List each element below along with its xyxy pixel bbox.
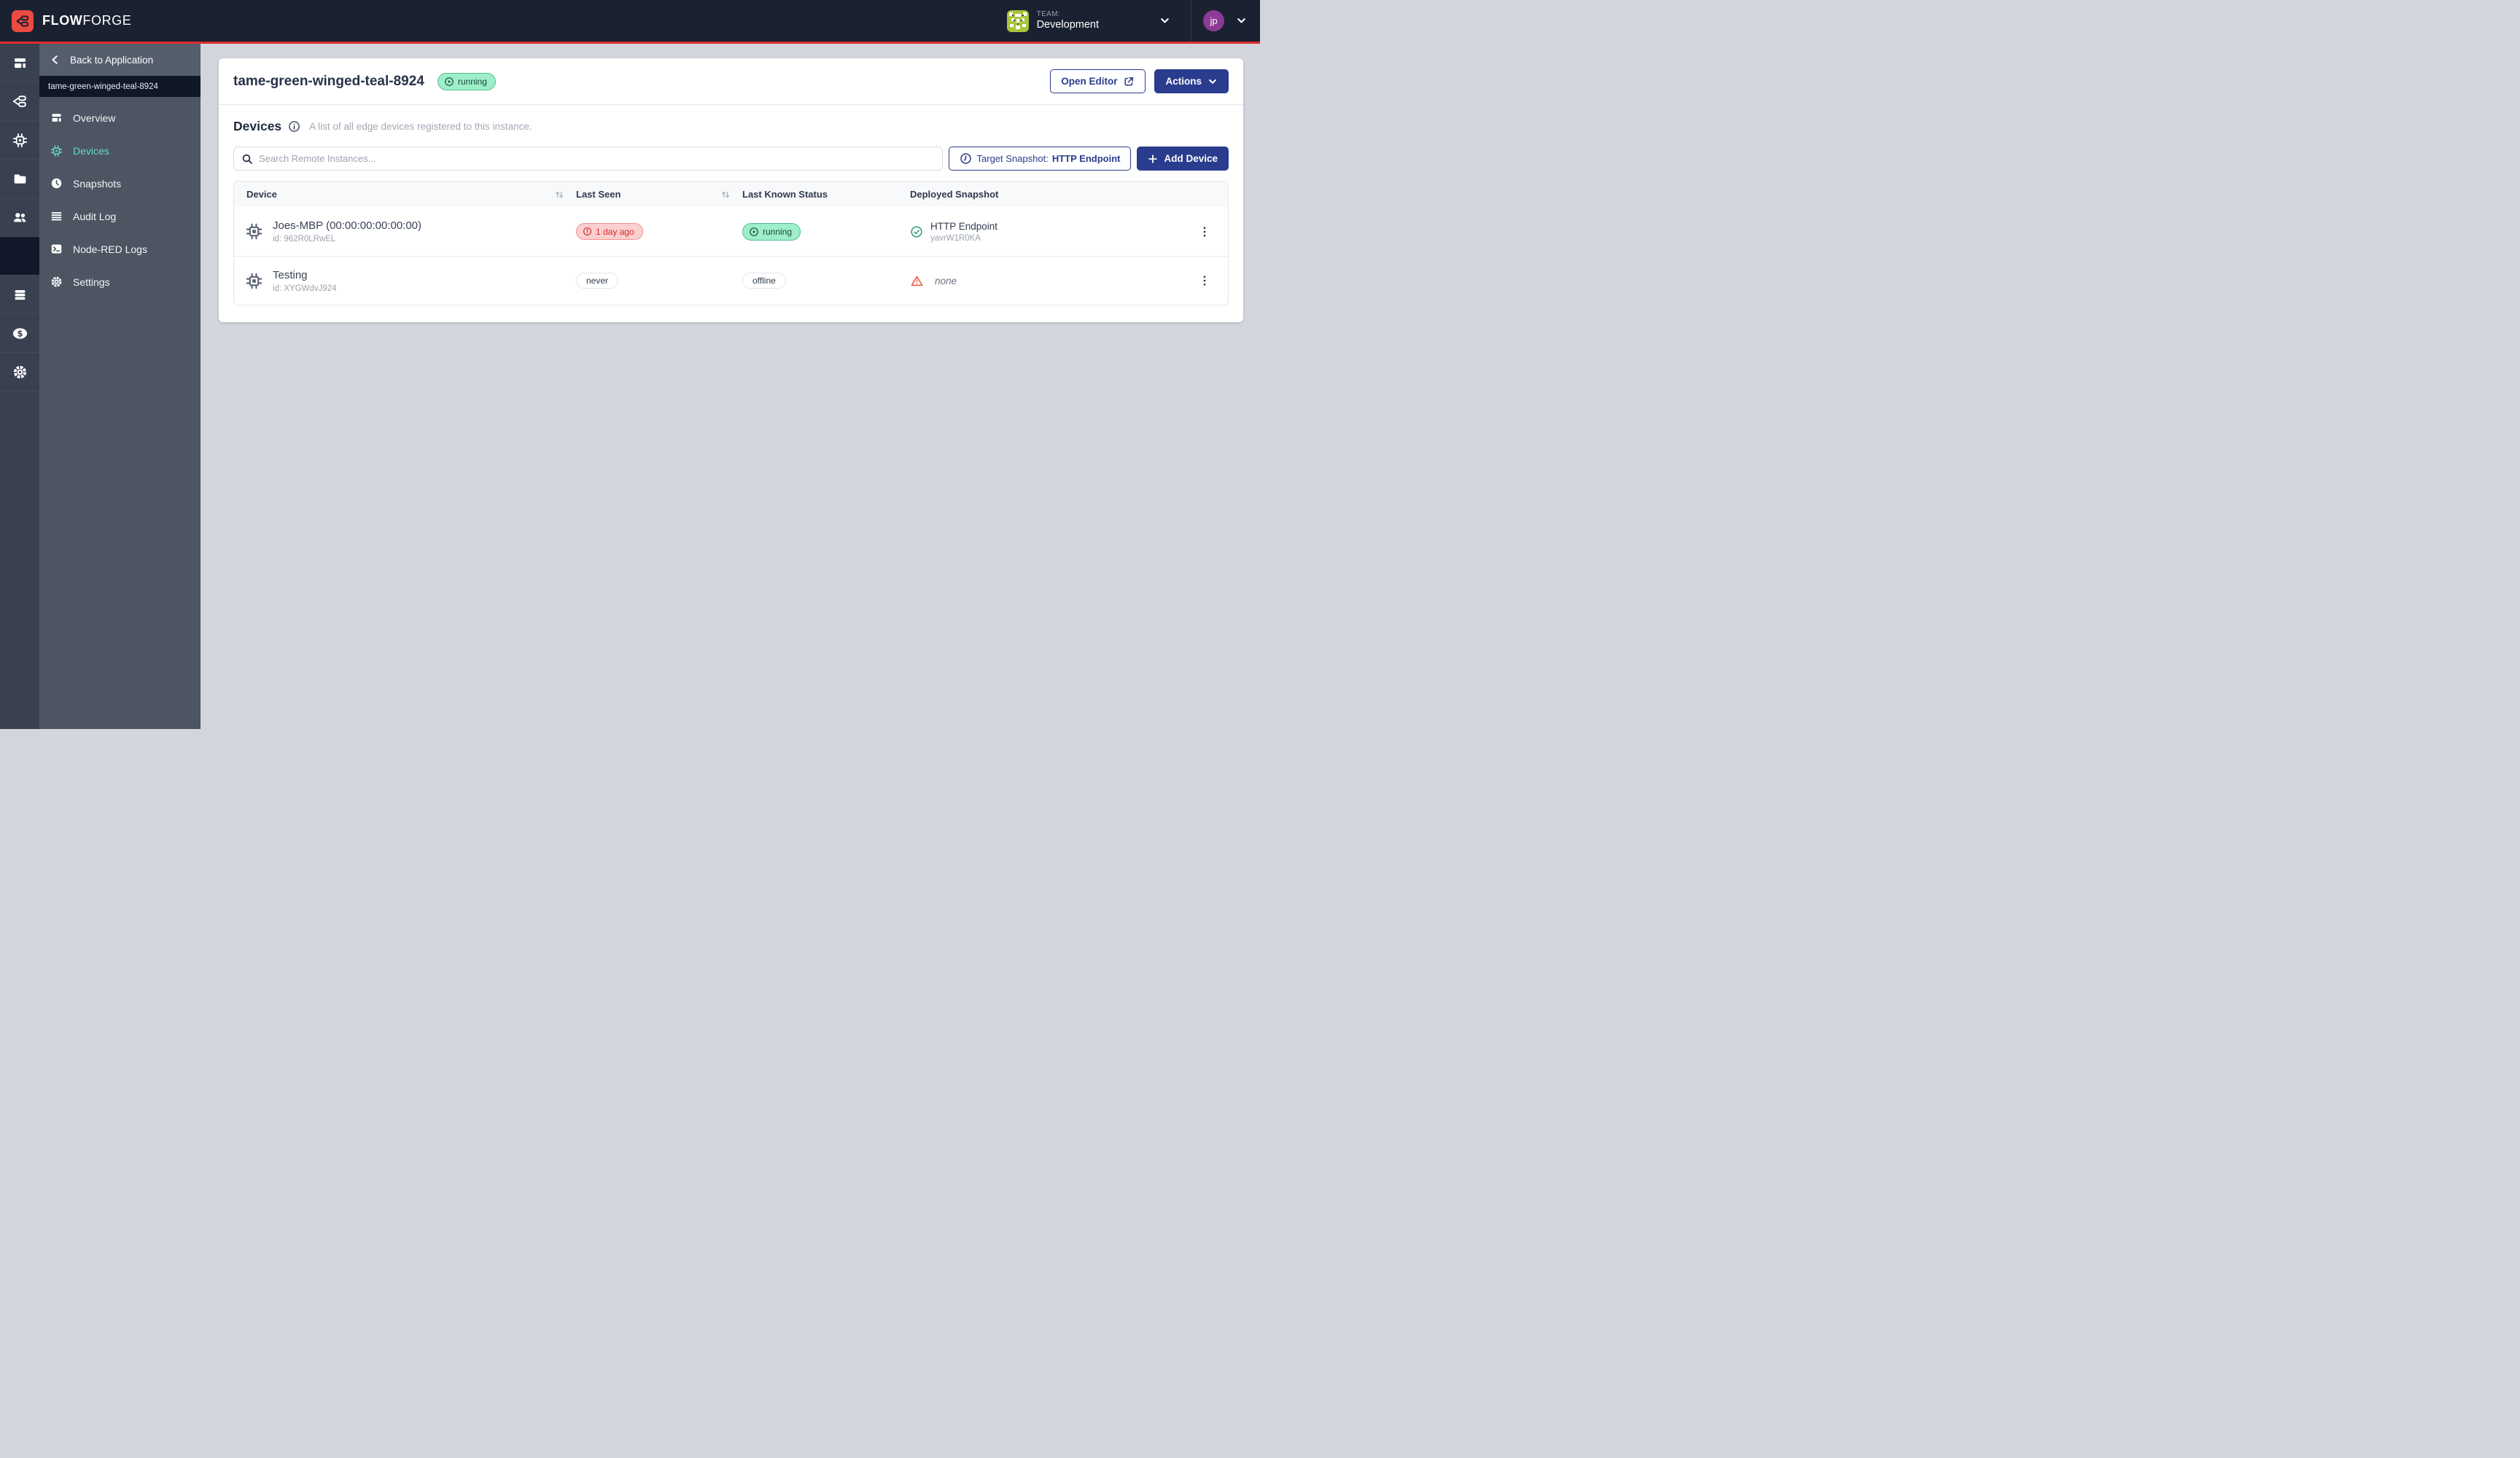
rail-pipeline-icon[interactable] xyxy=(0,82,39,121)
device-id: id: XYGWdvJ924 xyxy=(273,284,337,293)
sidebar-item-label: Devices xyxy=(73,144,109,157)
device-status-badge: running xyxy=(742,222,801,241)
app-window: FLOWFORGE xyxy=(0,0,1260,729)
play-circle-icon xyxy=(444,77,454,87)
back-label: Back to Application xyxy=(70,54,154,66)
clock-icon xyxy=(50,177,63,190)
play-circle-icon xyxy=(749,227,759,237)
rail-chip-icon[interactable] xyxy=(0,121,39,160)
team-icon-rail: $ xyxy=(0,44,39,729)
snapshot-none-label: none xyxy=(935,275,957,286)
page-title: tame-green-winged-teal-8924 xyxy=(233,73,424,89)
sidebar-item-label: Snapshots xyxy=(73,177,122,190)
devices-table: Device Last Seen xyxy=(233,181,1229,305)
rail-billing-dollar-icon[interactable]: $ xyxy=(0,314,39,353)
column-deployed-snapshot: Deployed Snapshot xyxy=(910,189,999,200)
devices-section: Devices A list of all edge devices regis… xyxy=(219,105,1243,322)
brand-wordmark: FLOWFORGE xyxy=(42,13,132,28)
flowforge-logo-icon xyxy=(12,9,34,32)
target-snapshot-button[interactable]: Target Snapshot: HTTP Endpoint xyxy=(948,147,1132,171)
back-chevron-icon xyxy=(50,55,61,65)
sidebar-item-label: Audit Log xyxy=(73,210,117,222)
team-label: TEAM: xyxy=(1036,10,1061,19)
chip-icon xyxy=(50,144,63,157)
column-device[interactable]: Device xyxy=(234,189,576,200)
team-selector[interactable]: TEAM: Development xyxy=(1000,9,1178,32)
sidebar-item-audit-log[interactable]: Audit Log xyxy=(39,200,201,233)
svg-text:$: $ xyxy=(17,328,23,338)
team-name: Development xyxy=(1036,18,1099,31)
device-status-badge: offline xyxy=(742,273,786,289)
device-chip-icon xyxy=(245,222,263,241)
user-avatar: jp xyxy=(1203,10,1224,31)
team-chevron-down-icon xyxy=(1159,15,1170,26)
sidebar-item-settings[interactable]: Settings xyxy=(39,265,201,298)
instance-name-row: tame-green-winged-teal-8924 xyxy=(39,76,201,97)
row-kebab-menu[interactable] xyxy=(1181,225,1228,238)
search-input[interactable] xyxy=(233,147,943,171)
gear-icon xyxy=(50,276,63,288)
rail-gear-icon[interactable] xyxy=(0,353,39,391)
devices-description: A list of all edge devices registered to… xyxy=(309,121,532,132)
sort-arrows-icon[interactable] xyxy=(720,190,731,200)
rail-active-empty-slot[interactable] xyxy=(0,237,39,276)
last-seen-badge: 1 day ago xyxy=(576,223,643,240)
sidebar-item-label: Overview xyxy=(73,112,116,124)
grid-layout-icon xyxy=(50,112,63,124)
last-seen-badge: never xyxy=(576,273,619,289)
sidebar-item-devices[interactable]: Devices xyxy=(39,134,201,167)
info-circle-icon[interactable] xyxy=(288,120,300,133)
table-row[interactable]: Testing id: XYGWdvJ924 never offline xyxy=(234,256,1228,305)
flowforge-brand[interactable]: FLOWFORGE xyxy=(12,9,132,32)
sort-arrows-icon[interactable] xyxy=(554,190,564,200)
row-kebab-menu[interactable] xyxy=(1181,274,1228,287)
rail-folder-icon[interactable] xyxy=(0,160,39,198)
alert-circle-icon xyxy=(583,227,592,236)
actions-chevron-down-icon xyxy=(1208,77,1218,87)
instance-card: tame-green-winged-teal-8924 running xyxy=(219,58,1243,322)
snapshot-id: yavrW1R0KA xyxy=(930,233,981,243)
main-content: tame-green-winged-teal-8924 running xyxy=(201,44,1260,729)
device-chip-icon xyxy=(245,272,263,290)
card-header: tame-green-winged-teal-8924 running xyxy=(219,58,1243,105)
top-navigation-bar: FLOWFORGE xyxy=(0,0,1260,42)
user-chevron-down-icon xyxy=(1236,15,1247,26)
warning-triangle-icon xyxy=(910,274,924,288)
sidebar-item-node-red-logs[interactable]: Node-RED Logs xyxy=(39,233,201,265)
device-id: id: 962R0LRwEL xyxy=(273,235,336,243)
check-circle-icon xyxy=(910,225,923,238)
list-lines-icon xyxy=(50,210,63,222)
snapshot-name: HTTP Endpoint xyxy=(930,220,998,232)
instance-sidebar: Back to Application tame-green-winged-te… xyxy=(39,44,201,729)
sidebar-item-label: Node-RED Logs xyxy=(73,243,147,255)
sidebar-item-snapshots[interactable]: Snapshots xyxy=(39,167,201,200)
instance-status-badge: running xyxy=(437,72,496,90)
device-name[interactable]: Joes-MBP (00:00:00:00:00:00) xyxy=(273,219,422,232)
add-device-button[interactable]: Add Device xyxy=(1137,147,1229,171)
back-to-application-link[interactable]: Back to Application xyxy=(39,44,201,76)
terminal-icon xyxy=(50,243,63,255)
plus-icon xyxy=(1148,154,1158,164)
sidebar-item-label: Settings xyxy=(73,276,110,288)
table-header-row: Device Last Seen xyxy=(234,182,1228,207)
column-last-known-status: Last Known Status xyxy=(742,189,828,200)
clock-icon xyxy=(960,152,972,165)
external-link-icon xyxy=(1123,76,1135,87)
actions-button[interactable]: Actions xyxy=(1154,69,1229,93)
rail-grid-layout-icon[interactable] xyxy=(0,44,39,82)
rail-team-members-icon[interactable] xyxy=(0,198,39,237)
search-icon xyxy=(241,153,253,168)
column-last-seen[interactable]: Last Seen xyxy=(576,189,742,200)
team-avatar xyxy=(1006,9,1029,32)
devices-heading: Devices xyxy=(233,119,282,133)
user-menu[interactable]: jp xyxy=(1203,10,1247,31)
rail-database-icon[interactable] xyxy=(0,276,39,314)
device-name[interactable]: Testing xyxy=(273,268,308,281)
open-editor-button[interactable]: Open Editor xyxy=(1050,69,1146,93)
table-row[interactable]: Joes-MBP (00:00:00:00:00:00) id: 962R0LR… xyxy=(234,207,1228,256)
sidebar-nav: Overview Devices xyxy=(39,97,201,298)
sidebar-item-overview[interactable]: Overview xyxy=(39,101,201,134)
accent-red-line xyxy=(0,42,1260,44)
